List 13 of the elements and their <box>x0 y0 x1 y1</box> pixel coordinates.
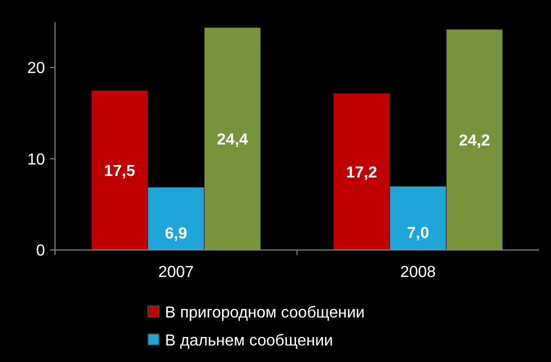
y-tick-label: 0 <box>36 242 46 260</box>
data-label: 17,5 <box>104 163 136 180</box>
y-tick-label: 10 <box>27 151 46 168</box>
data-label: 6,9 <box>164 226 188 243</box>
x-tick-label: 2007 <box>158 264 194 281</box>
data-label: 7,0 <box>406 225 430 242</box>
legend-label: В дальнем сообщении <box>165 332 333 350</box>
x-tick-label: 2008 <box>400 264 436 281</box>
legend-label: В пригородном сообщении <box>165 304 365 322</box>
y-tick-label: 20 <box>27 60 46 78</box>
data-label: 17,2 <box>346 164 378 182</box>
data-label: 24,2 <box>458 132 490 150</box>
data-label: 24,4 <box>216 132 248 149</box>
